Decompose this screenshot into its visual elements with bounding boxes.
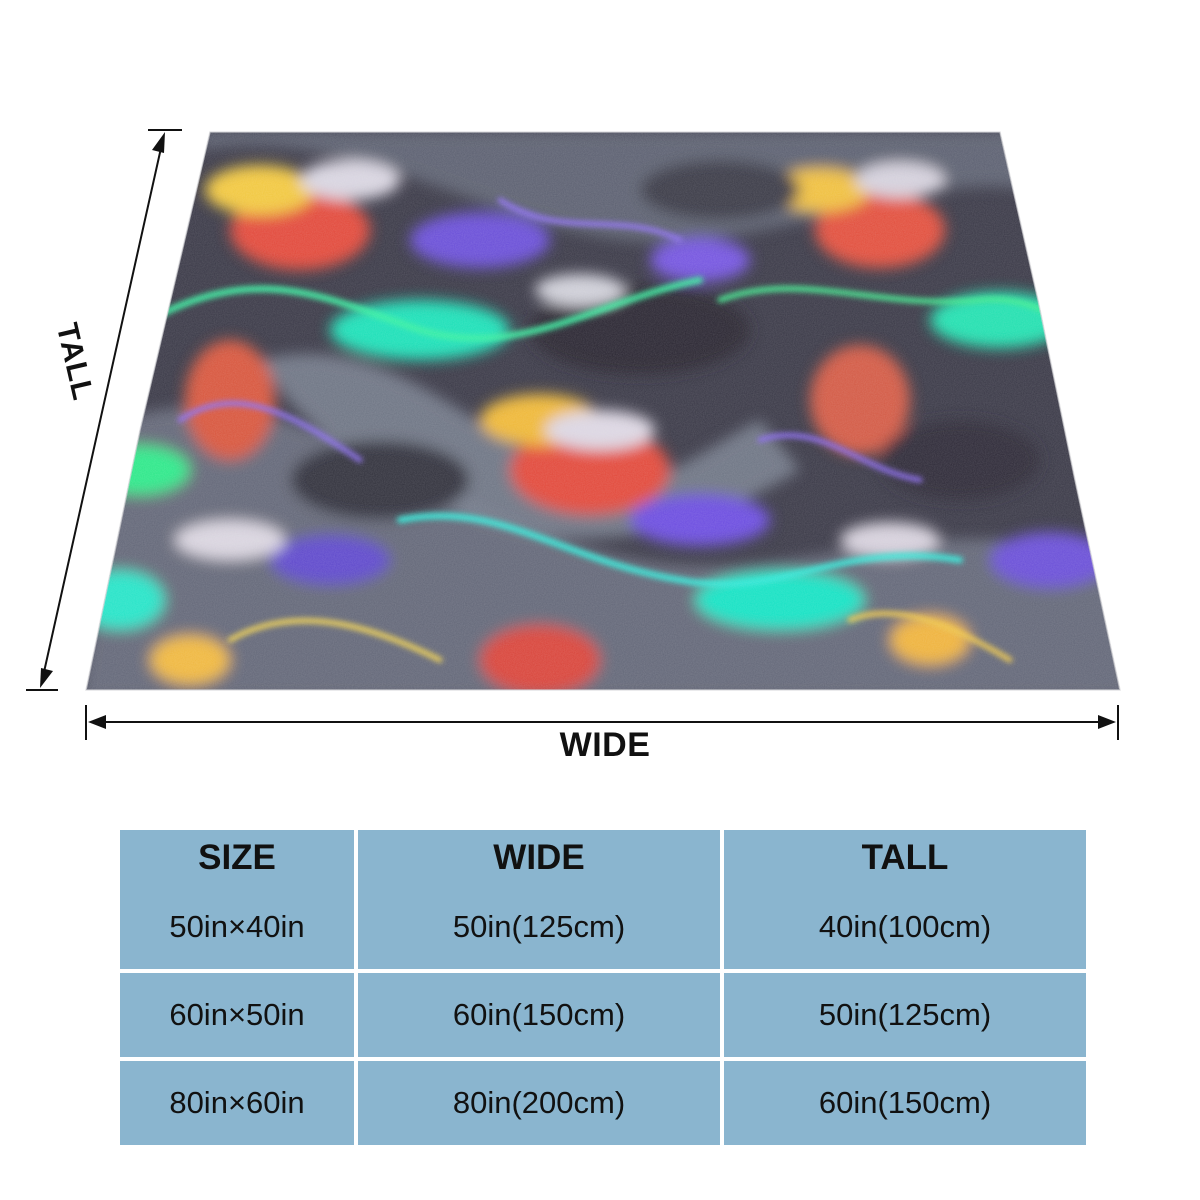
size-cell: 60in×50in (120, 973, 358, 1061)
wide-dimension-arrow (85, 705, 1119, 740)
table-row: 50in×40in 50in(125cm) 40in(100cm) (120, 885, 1086, 973)
tall-cell: 50in(125cm) (724, 973, 1086, 1061)
tall-dimension-arrow (26, 129, 182, 691)
wide-label: WIDE (559, 726, 651, 764)
tall-cell: 40in(100cm) (724, 885, 1086, 973)
tall-cell: 60in(150cm) (724, 1061, 1086, 1145)
header-wide: WIDE (358, 830, 724, 885)
wide-cell: 50in(125cm) (358, 885, 724, 973)
size-table: SIZE WIDE TALL 50in×40in 50in(125cm) 40i… (120, 830, 1086, 1145)
table-row: 80in×60in 80in(200cm) 60in(150cm) (120, 1061, 1086, 1145)
size-cell: 80in×60in (120, 1061, 358, 1145)
wide-cell: 80in(200cm) (358, 1061, 724, 1145)
header-tall: TALL (724, 830, 1086, 885)
table-header-row: SIZE WIDE TALL (120, 830, 1086, 885)
wide-cell: 60in(150cm) (358, 973, 724, 1061)
blanket-edge (85, 131, 1121, 691)
header-size: SIZE (120, 830, 358, 885)
blanket-diagram (26, 129, 1121, 740)
size-cell: 50in×40in (120, 885, 358, 973)
table-row: 60in×50in 60in(150cm) 50in(125cm) (120, 973, 1086, 1061)
blanket-image (86, 132, 1120, 690)
